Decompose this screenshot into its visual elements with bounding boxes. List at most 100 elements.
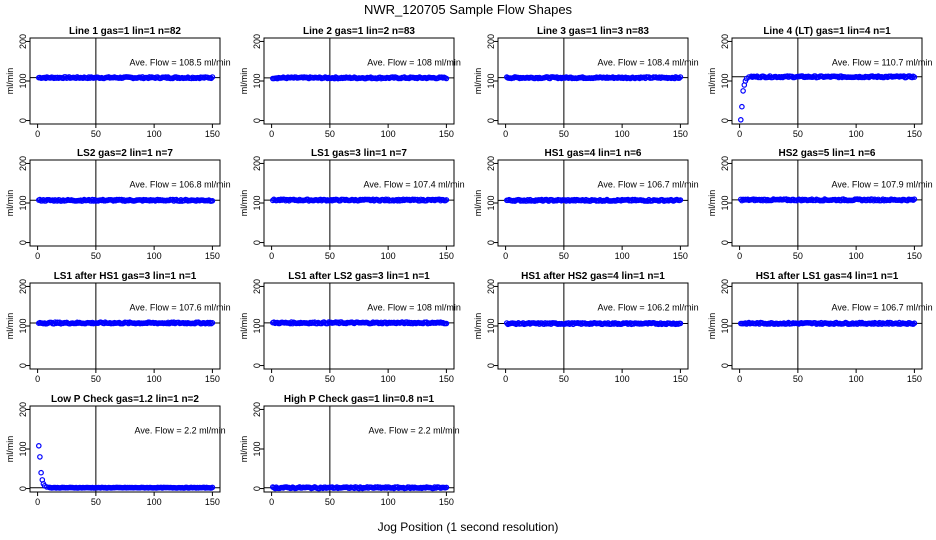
x-tick-label: 50 bbox=[91, 251, 101, 261]
average-flow-label: Ave. Flow = 110.7 ml/min bbox=[832, 58, 932, 68]
y-tick-label: 0 bbox=[252, 363, 262, 368]
y-tick-label: 200 bbox=[720, 34, 730, 49]
panel-title: LS1 gas=3 lin=1 n=7 bbox=[311, 148, 407, 159]
y-tick-label: 0 bbox=[720, 118, 730, 123]
y-axis-label: ml/min bbox=[5, 68, 15, 95]
x-tick-label: 150 bbox=[673, 129, 688, 139]
x-tick-label: 100 bbox=[615, 129, 630, 139]
x-tick-label: 0 bbox=[269, 497, 274, 507]
y-tick-label: 100 bbox=[252, 441, 262, 456]
y-tick-label: 200 bbox=[252, 279, 262, 294]
x-tick-label: 0 bbox=[503, 129, 508, 139]
x-tick-label: 0 bbox=[503, 374, 508, 384]
data-point bbox=[271, 319, 277, 326]
panel-title: High P Check gas=1 lin=0.8 n=1 bbox=[284, 394, 435, 405]
x-tick-label: 150 bbox=[439, 374, 454, 384]
y-tick-label: 200 bbox=[18, 402, 28, 417]
data-point bbox=[37, 454, 43, 460]
y-tick-label: 200 bbox=[720, 156, 730, 171]
x-tick-label: 50 bbox=[325, 497, 335, 507]
y-axis-label: ml/min bbox=[5, 190, 15, 217]
x-tick-label: 150 bbox=[907, 374, 922, 384]
panel: LS1 after LS2 gas=3 lin=1 n=1 0 50 100 150 0 1… bbox=[239, 271, 461, 384]
x-tick-label: 150 bbox=[439, 251, 454, 261]
y-tick-label: 0 bbox=[252, 118, 262, 123]
x-tick-label: 0 bbox=[35, 129, 40, 139]
y-axis-label: ml/min bbox=[239, 190, 249, 217]
x-tick-label: 150 bbox=[907, 129, 922, 139]
data-point bbox=[676, 75, 683, 81]
panel: Line 4 (LT) gas=1 lin=4 n=1 0 50 100 150 0 100… bbox=[707, 26, 932, 139]
x-tick-label: 100 bbox=[381, 251, 396, 261]
average-flow-label: Ave. Flow = 106.7 ml/min bbox=[832, 303, 933, 313]
y-tick-label: 0 bbox=[18, 240, 28, 245]
x-tick-label: 150 bbox=[205, 497, 220, 507]
x-tick-label: 50 bbox=[91, 374, 101, 384]
y-tick-label: 0 bbox=[18, 118, 28, 123]
figure-x-label: Jog Position (1 second resolution) bbox=[378, 520, 559, 534]
panel: Low P Check gas=1.2 lin=1 n=2 0 50 100 150 0 1… bbox=[5, 394, 226, 507]
x-tick-label: 100 bbox=[147, 251, 162, 261]
panel: Line 1 gas=1 lin=1 n=82 0 50 100 150 0 100 200 m… bbox=[5, 26, 231, 139]
x-tick-label: 0 bbox=[503, 251, 508, 261]
panel-title: HS1 after HS2 gas=4 lin=1 n=1 bbox=[521, 271, 665, 282]
x-tick-label: 100 bbox=[615, 374, 630, 384]
y-tick-label: 0 bbox=[486, 363, 496, 368]
panel: LS1 after HS1 gas=3 lin=1 n=1 0 50 100 150 0 1… bbox=[5, 271, 231, 384]
y-tick-label: 0 bbox=[720, 240, 730, 245]
x-tick-label: 50 bbox=[325, 129, 335, 139]
x-tick-label: 150 bbox=[439, 129, 454, 139]
y-tick-label: 100 bbox=[18, 73, 28, 88]
x-tick-label: 150 bbox=[205, 374, 220, 384]
y-tick-label: 100 bbox=[486, 73, 496, 88]
average-flow-label: Ave. Flow = 108.5 ml/min bbox=[130, 58, 231, 68]
y-tick-label: 100 bbox=[252, 73, 262, 88]
data-point bbox=[737, 117, 744, 123]
x-tick-label: 0 bbox=[35, 251, 40, 261]
y-axis-label: ml/min bbox=[239, 68, 249, 95]
x-tick-label: 50 bbox=[793, 129, 803, 139]
x-tick-label: 100 bbox=[147, 497, 162, 507]
y-axis-label: ml/min bbox=[707, 68, 717, 95]
data-point bbox=[209, 319, 216, 326]
y-tick-label: 0 bbox=[18, 486, 28, 491]
x-tick-label: 50 bbox=[559, 374, 569, 384]
y-tick-label: 200 bbox=[486, 279, 496, 294]
average-flow-label: Ave. Flow = 106.7 ml/min bbox=[598, 180, 699, 190]
panel-title: LS1 after HS1 gas=3 lin=1 n=1 bbox=[54, 271, 197, 282]
data-point bbox=[739, 103, 745, 110]
x-tick-label: 50 bbox=[325, 251, 335, 261]
data-point bbox=[38, 469, 44, 476]
panel-title: Low P Check gas=1.2 lin=1 n=2 bbox=[51, 394, 199, 405]
x-tick-label: 150 bbox=[907, 251, 922, 261]
average-flow-label: Ave. Flow = 107.4 ml/min bbox=[364, 180, 465, 190]
panel: HS1 after LS1 gas=4 lin=1 n=1 0 50 100 150 0 1… bbox=[707, 271, 933, 384]
data-point bbox=[677, 74, 684, 80]
y-tick-label: 0 bbox=[18, 363, 28, 368]
plot-frame bbox=[263, 37, 455, 125]
x-tick-label: 0 bbox=[269, 251, 274, 261]
panel-title: HS1 gas=4 lin=1 n=6 bbox=[545, 148, 642, 159]
data-point bbox=[911, 196, 918, 203]
x-tick-label: 100 bbox=[381, 497, 396, 507]
average-flow-label: Ave. Flow = 2.2 ml/min bbox=[369, 426, 460, 436]
y-tick-label: 100 bbox=[720, 73, 730, 88]
x-tick-label: 150 bbox=[205, 129, 220, 139]
panel-title: Line 1 gas=1 lin=1 n=82 bbox=[69, 26, 181, 37]
data-point bbox=[443, 75, 450, 82]
y-axis-label: ml/min bbox=[5, 436, 15, 463]
y-tick-label: 200 bbox=[18, 156, 28, 171]
y-tick-label: 100 bbox=[486, 318, 496, 333]
panel-title: LS2 gas=2 lin=1 n=7 bbox=[77, 148, 173, 159]
data-point bbox=[677, 320, 684, 327]
panel: HS1 after HS2 gas=4 lin=1 n=1 0 50 100 150 0 1… bbox=[473, 271, 699, 384]
x-tick-label: 100 bbox=[147, 374, 162, 384]
y-tick-label: 100 bbox=[18, 318, 28, 333]
y-axis-label: ml/min bbox=[239, 436, 249, 463]
average-flow-label: Ave. Flow = 107.6 ml/min bbox=[130, 303, 231, 313]
x-tick-label: 150 bbox=[205, 251, 220, 261]
plot-frame bbox=[29, 405, 221, 493]
data-point bbox=[443, 197, 450, 203]
x-tick-label: 50 bbox=[793, 251, 803, 261]
y-tick-label: 100 bbox=[18, 195, 28, 210]
